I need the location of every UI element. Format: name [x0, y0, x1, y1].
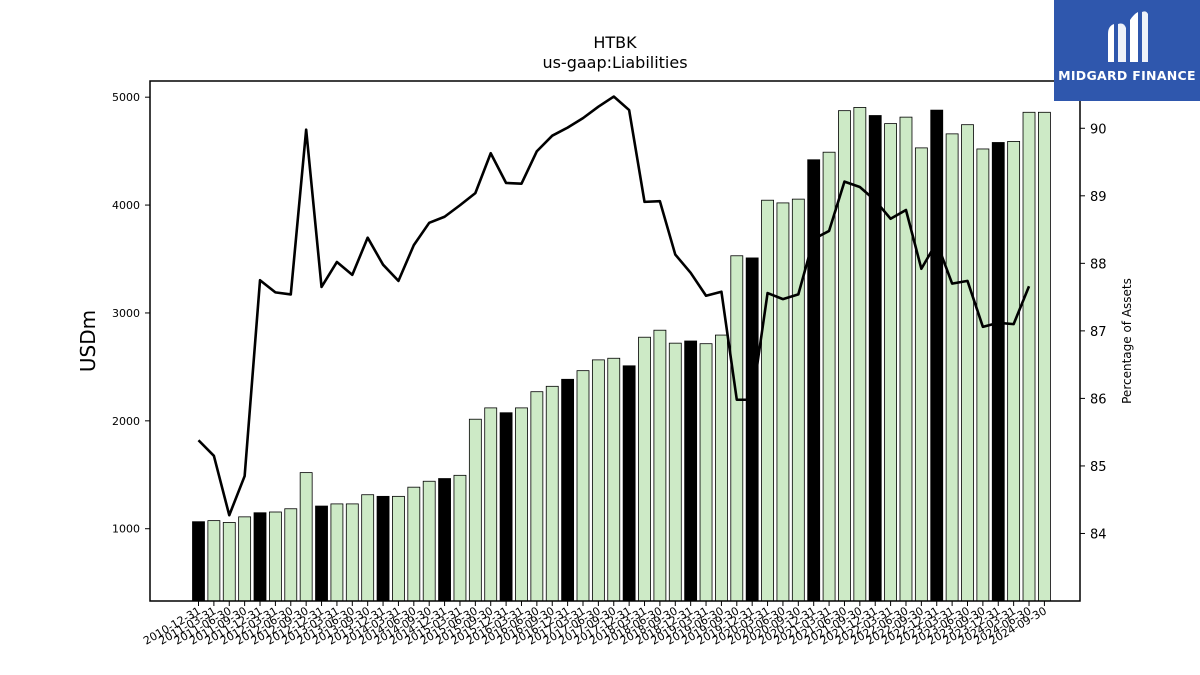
y-axis-left: 1000 2000 3000 4000 5000 — [112, 91, 150, 536]
bar-2014-09-30 — [422, 480, 436, 602]
bar-2023-12-31 — [991, 142, 1005, 602]
bar-2015-06-30 — [468, 418, 482, 602]
bar-2020-06-30 — [776, 202, 790, 602]
bar-2023-03-31 — [945, 133, 959, 602]
y2-tick-label: 88 — [1090, 257, 1107, 272]
y-tick-label: 1000 — [112, 523, 140, 536]
bar-2024-03-31 — [1007, 141, 1021, 602]
y2-axis-label: Percentage of Assets — [1120, 278, 1134, 404]
y2-tick-label: 84 — [1090, 527, 1107, 542]
bar-2013-12-31 — [376, 495, 390, 602]
bar-2020-03-31 — [761, 199, 774, 602]
bar-2018-03-31 — [638, 336, 651, 602]
bar-2012-09-30 — [299, 472, 313, 602]
bar-2018-12-31 — [684, 340, 698, 602]
brand-logo: MIDGARD FINANCE — [1054, 0, 1200, 101]
bar-2015-12-31 — [499, 412, 513, 602]
bar-series — [192, 107, 1051, 602]
bar-2013-03-31 — [330, 503, 344, 602]
bar-2014-06-30 — [407, 486, 421, 602]
bar-2021-09-30 — [853, 107, 867, 602]
plot-frame — [149, 80, 1081, 602]
bar-2013-06-30 — [345, 503, 359, 602]
bar-2015-03-31 — [453, 474, 467, 602]
bar-2024-09-30 — [1038, 111, 1051, 602]
bar-2020-09-30 — [791, 198, 805, 602]
y2-tick-label: 87 — [1090, 325, 1107, 340]
line-series — [197, 95, 1031, 517]
bar-2015-09-30 — [484, 407, 498, 602]
bar-2012-03-31 — [268, 511, 282, 602]
bar-2019-12-31 — [745, 257, 759, 602]
bar-2022-09-30 — [914, 147, 928, 602]
bar-2022-06-30 — [899, 116, 913, 602]
y2-tick-label: 86 — [1090, 392, 1107, 407]
bar-2011-09-30 — [238, 516, 252, 602]
y-tick-label: 3000 — [112, 307, 140, 320]
bar-2022-03-31 — [884, 123, 897, 602]
bar-2011-03-31 — [207, 520, 221, 602]
bar-2017-03-31 — [576, 370, 590, 602]
bar-2024-06-30 — [1022, 111, 1036, 602]
bar-2018-06-30 — [653, 329, 667, 602]
bar-2023-09-30 — [976, 148, 990, 602]
bar-2019-03-31 — [699, 343, 713, 602]
bar-2019-09-30 — [730, 255, 744, 602]
bar-2016-09-30 — [545, 385, 559, 602]
chart-subtitle: us-gaap:Liabilities — [542, 53, 687, 72]
bar-2014-12-31 — [438, 478, 451, 602]
bar-2012-06-30 — [284, 508, 298, 602]
bar-2011-12-31 — [253, 512, 267, 602]
y-tick-label: 5000 — [112, 91, 140, 104]
bar-2012-12-31 — [315, 505, 328, 602]
midgard-logo-icon — [1108, 11, 1148, 63]
bar-2022-12-31 — [930, 109, 944, 602]
bar-2014-03-31 — [392, 495, 405, 602]
y2-tick-label: 90 — [1090, 122, 1107, 137]
bar-2010-12-31 — [192, 521, 205, 602]
bar-2013-09-30 — [361, 494, 375, 602]
percentage-line — [197, 95, 1031, 517]
bar-2016-03-31 — [515, 407, 528, 602]
y2-tick-label: 89 — [1090, 190, 1107, 205]
bar-2020-12-31 — [807, 159, 821, 602]
y-axis-right: 84 85 86 87 88 89 90 — [1080, 122, 1107, 542]
bar-2017-06-30 — [591, 359, 605, 602]
y-tick-label: 4000 — [112, 199, 140, 212]
y-tick-label: 2000 — [112, 415, 140, 428]
x-axis: 2010-12-312011-03-312011-06-302011-09-30… — [141, 601, 1049, 648]
bar-2018-09-30 — [668, 342, 682, 602]
bar-2023-06-30 — [961, 124, 974, 602]
bar-2016-06-30 — [530, 391, 544, 602]
bar-2017-09-30 — [607, 357, 621, 602]
bar-2017-12-31 — [622, 365, 636, 602]
bar-2021-12-31 — [868, 115, 882, 602]
y-axis-label: USDm — [76, 310, 100, 372]
brand-name: MIDGARD FINANCE — [1058, 68, 1196, 83]
bar-2011-06-30 — [222, 522, 236, 602]
y2-tick-label: 85 — [1090, 460, 1107, 475]
chart-title: HTBK — [593, 33, 637, 52]
bar-2016-12-31 — [561, 378, 575, 602]
bar-2019-06-30 — [715, 334, 728, 602]
